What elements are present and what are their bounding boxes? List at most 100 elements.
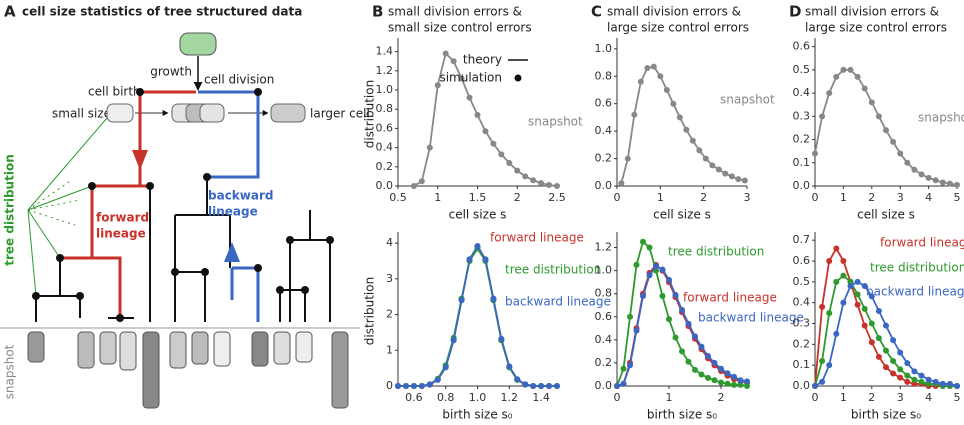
data-point [904, 378, 911, 385]
panel-title: small division errors & [805, 5, 939, 19]
y-tick-label: 1 [386, 343, 393, 356]
data-point [620, 365, 627, 372]
data-point [954, 383, 960, 389]
panel-title: small division errors & [388, 5, 522, 19]
data-point [840, 299, 847, 306]
data-point [819, 358, 826, 364]
y-tick-label: 3 [386, 272, 393, 285]
legend-dot [514, 74, 522, 82]
data-point [653, 263, 659, 269]
y-tick-label: 1.2 [376, 64, 394, 77]
y-tick-label: 0.2 [793, 337, 811, 350]
data-point [538, 180, 545, 187]
panel-label: C [591, 3, 602, 21]
data-point [659, 293, 666, 299]
data-point [490, 140, 497, 147]
y-axis-label: distribution [363, 80, 377, 148]
data-point [685, 320, 692, 327]
data-point [546, 383, 553, 389]
x-tick-label: 3 [744, 191, 751, 204]
data-point [724, 380, 731, 387]
data-point [890, 358, 897, 364]
data-point [711, 359, 718, 366]
y-tick-label: 2 [386, 308, 393, 321]
data-point [925, 380, 932, 387]
data-point [911, 380, 918, 387]
data-point [631, 111, 638, 118]
data-point [737, 381, 744, 388]
data-point [731, 373, 737, 380]
x-tick-label: 0 [614, 191, 621, 204]
snapshot-cells [27, 331, 349, 409]
data-point [498, 151, 505, 158]
y-tick-label: 0.6 [595, 310, 613, 323]
legend-label: theory [463, 53, 502, 67]
y-tick-label: 0.0 [376, 179, 394, 192]
data-point [618, 180, 625, 187]
y-tick-label: 0.0 [793, 179, 811, 192]
data-point [954, 181, 960, 188]
legend-label: simulation [439, 71, 502, 85]
data-point [538, 383, 545, 389]
y-tick-label: 0 [386, 379, 393, 392]
x-tick-label: 1.2 [501, 391, 519, 404]
data-point [897, 374, 904, 381]
data-point [646, 244, 653, 251]
x-tick-label: 1 [434, 191, 441, 204]
data-point [883, 364, 889, 371]
data-point [735, 176, 742, 183]
series-label: backward lineage [698, 311, 804, 325]
data-point [925, 376, 932, 383]
cell [199, 103, 225, 123]
data-point [861, 283, 868, 289]
data-point [633, 327, 640, 334]
label: lineage [96, 227, 146, 241]
data-point [514, 376, 521, 383]
data-point [868, 99, 875, 106]
panel-title: large size control errors [805, 21, 947, 35]
data-point [904, 159, 911, 166]
data-point [890, 138, 897, 145]
data-point [946, 180, 953, 187]
data-point [939, 179, 946, 186]
y-tick-label: 0.6 [793, 40, 811, 53]
cell [179, 32, 217, 56]
x-tick-label: 2 [868, 391, 875, 404]
data-point [918, 378, 925, 385]
data-point [466, 94, 473, 101]
data-point [672, 291, 679, 298]
data-point [442, 50, 449, 57]
data-point [705, 353, 711, 359]
y-tick-label: 0.4 [793, 86, 811, 99]
label: forward [96, 211, 149, 225]
data-point [709, 162, 716, 169]
data-point [840, 272, 847, 279]
data-point [722, 170, 729, 177]
y-tick-label: 0.0 [595, 379, 613, 392]
x-tick-label: 1 [657, 191, 664, 204]
series-label: snapshot [918, 111, 964, 125]
series-label: tree distribution [668, 245, 764, 259]
label: backward [208, 189, 273, 203]
series-label: snapshot [720, 93, 775, 107]
data-point [932, 378, 939, 385]
y-tick-label: 0.4 [595, 333, 613, 346]
data-point [530, 383, 537, 389]
panel-label: B [372, 3, 383, 21]
data-point [875, 308, 882, 314]
data-point [826, 258, 833, 264]
data-point [854, 278, 861, 285]
data-point [554, 383, 560, 389]
label: small size [52, 107, 111, 121]
data-point [702, 155, 709, 162]
data-point [692, 366, 698, 373]
data-point [875, 353, 882, 360]
data-point [418, 178, 425, 185]
data-point [627, 362, 633, 369]
data-point [939, 380, 946, 387]
data-point [826, 362, 833, 369]
data-point [854, 291, 861, 298]
label: larger cell [310, 107, 370, 121]
y-tick-label: 0.5 [793, 63, 811, 76]
x-tick-label: 1 [840, 191, 847, 204]
